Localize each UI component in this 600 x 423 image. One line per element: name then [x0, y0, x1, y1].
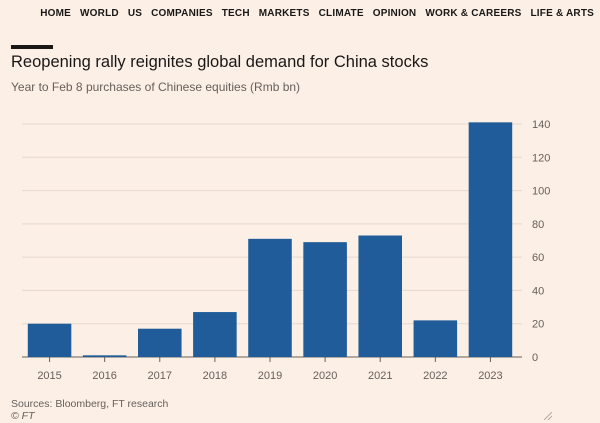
y-tick-label-40: 40: [532, 285, 544, 297]
bar-2022: [413, 320, 458, 357]
y-tick-label-120: 120: [532, 152, 550, 164]
nav-item-world[interactable]: WORLD: [80, 7, 119, 19]
x-tick-label-2021: 2021: [368, 370, 392, 382]
source-note: Sources: Bloomberg, FT research: [11, 398, 169, 410]
nav-item-climate[interactable]: CLIMATE: [318, 7, 364, 19]
x-tick-label-2017: 2017: [148, 370, 172, 382]
nav-item-tech[interactable]: TECH: [221, 7, 250, 19]
title-accent-rule: [11, 45, 53, 49]
x-tick-label-2018: 2018: [203, 370, 227, 382]
x-tick-label-2020: 2020: [313, 370, 337, 382]
bar-2021: [358, 235, 402, 357]
y-tick-label-140: 140: [532, 119, 550, 131]
nav-item-markets[interactable]: MARKETS: [258, 7, 310, 19]
bar-2016: [82, 355, 127, 357]
y-tick-label-0: 0: [532, 352, 538, 364]
resize-handle-icon: [544, 412, 552, 420]
bar-2023: [468, 122, 513, 357]
y-tick-label-100: 100: [532, 186, 550, 198]
chart-subtitle: Year to Feb 8 purchases of Chinese equit…: [11, 80, 301, 94]
y-tick-label-20: 20: [532, 319, 544, 331]
nav-item-work-careers[interactable]: WORK & CAREERS: [425, 7, 522, 19]
x-tick-label-2016: 2016: [92, 370, 116, 382]
x-tick-label-2022: 2022: [423, 370, 447, 382]
nav-item-companies[interactable]: COMPANIES: [151, 7, 213, 19]
bar-2019: [248, 238, 292, 357]
bar-2020: [303, 242, 347, 357]
chart-title: Reopening rally reignites global demand …: [11, 53, 429, 71]
nav-item-life-arts[interactable]: LIFE & ARTS: [530, 7, 594, 19]
y-tick-label-60: 60: [532, 252, 544, 264]
nav-item-home[interactable]: HOME: [40, 7, 72, 19]
nav-item-opinion[interactable]: OPINION: [372, 7, 417, 19]
copyright-note: © FT: [11, 410, 35, 422]
y-tick-label-80: 80: [532, 219, 544, 231]
bar-2017: [138, 328, 182, 357]
x-tick-label-2019: 2019: [258, 370, 282, 382]
bar-2018: [193, 312, 237, 357]
nav-item-us[interactable]: US: [127, 7, 143, 19]
x-tick-label-2023: 2023: [478, 370, 502, 382]
top-navigation: HOME WORLD US COMPANIES TECH MARKETS CLIMATE OP…: [0, 0, 600, 26]
x-tick-label-2015: 2015: [37, 370, 61, 382]
bar-2015: [27, 323, 72, 357]
